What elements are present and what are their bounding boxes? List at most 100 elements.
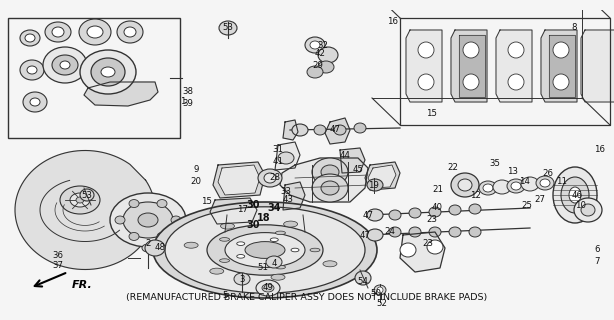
Ellipse shape	[581, 204, 595, 216]
Ellipse shape	[312, 174, 348, 202]
Ellipse shape	[569, 187, 581, 203]
Ellipse shape	[220, 223, 235, 229]
Ellipse shape	[60, 186, 100, 214]
Ellipse shape	[458, 179, 472, 191]
Ellipse shape	[553, 42, 569, 58]
Ellipse shape	[276, 231, 286, 235]
Ellipse shape	[479, 181, 497, 195]
Polygon shape	[283, 120, 298, 140]
Ellipse shape	[220, 259, 230, 262]
Ellipse shape	[20, 30, 40, 46]
Ellipse shape	[321, 181, 339, 195]
Ellipse shape	[87, 26, 103, 38]
Text: 24: 24	[384, 228, 395, 236]
Ellipse shape	[207, 225, 323, 275]
Ellipse shape	[429, 227, 441, 237]
Text: 44: 44	[340, 150, 351, 159]
Ellipse shape	[165, 207, 365, 293]
Ellipse shape	[310, 248, 320, 252]
Ellipse shape	[129, 200, 139, 208]
Ellipse shape	[389, 210, 401, 220]
Text: 11: 11	[556, 178, 567, 187]
Ellipse shape	[553, 74, 569, 90]
Text: 2: 2	[146, 238, 151, 247]
Ellipse shape	[262, 284, 274, 292]
Ellipse shape	[449, 227, 461, 237]
Polygon shape	[213, 162, 265, 198]
Ellipse shape	[367, 229, 383, 241]
Ellipse shape	[400, 243, 416, 257]
Text: FR.: FR.	[72, 280, 93, 290]
Ellipse shape	[367, 179, 383, 191]
Polygon shape	[541, 30, 577, 102]
Text: 21: 21	[432, 186, 443, 195]
Ellipse shape	[493, 180, 511, 194]
Ellipse shape	[318, 47, 338, 63]
Ellipse shape	[43, 47, 87, 83]
Polygon shape	[340, 148, 365, 173]
Text: 47: 47	[362, 211, 373, 220]
Ellipse shape	[469, 204, 481, 214]
Ellipse shape	[355, 271, 371, 285]
Ellipse shape	[117, 21, 143, 43]
Text: 32: 32	[317, 41, 328, 50]
Ellipse shape	[511, 182, 521, 190]
Polygon shape	[210, 198, 257, 224]
Polygon shape	[84, 82, 158, 106]
Ellipse shape	[25, 34, 35, 42]
Text: 7: 7	[594, 258, 600, 267]
Ellipse shape	[508, 42, 524, 58]
Text: 39: 39	[182, 99, 193, 108]
Text: 6: 6	[594, 245, 600, 254]
Polygon shape	[280, 158, 368, 202]
Ellipse shape	[210, 268, 223, 274]
Text: 25: 25	[521, 201, 532, 210]
Ellipse shape	[171, 216, 181, 224]
Text: 50: 50	[370, 289, 381, 298]
Ellipse shape	[354, 123, 366, 133]
Ellipse shape	[469, 227, 481, 237]
Bar	[8, 18, 180, 138]
Ellipse shape	[234, 273, 250, 285]
Ellipse shape	[409, 208, 421, 218]
Text: 42: 42	[314, 49, 325, 58]
Text: 12: 12	[470, 190, 481, 199]
Ellipse shape	[284, 221, 298, 227]
Text: 28: 28	[270, 172, 281, 181]
Text: 49: 49	[263, 284, 273, 292]
Ellipse shape	[258, 169, 282, 187]
Ellipse shape	[20, 60, 44, 80]
Text: 10: 10	[575, 201, 586, 210]
Text: 29: 29	[313, 60, 324, 69]
Ellipse shape	[138, 213, 158, 227]
Ellipse shape	[52, 27, 64, 37]
Ellipse shape	[60, 61, 70, 69]
Text: 18: 18	[257, 213, 271, 223]
Ellipse shape	[561, 177, 589, 213]
Ellipse shape	[463, 74, 479, 90]
Ellipse shape	[80, 50, 136, 94]
Text: 15: 15	[427, 108, 438, 117]
Ellipse shape	[220, 238, 230, 241]
Text: 45: 45	[352, 165, 363, 174]
Ellipse shape	[45, 22, 71, 42]
Ellipse shape	[318, 61, 334, 73]
Ellipse shape	[30, 98, 40, 106]
Text: 54: 54	[357, 277, 368, 286]
Polygon shape	[496, 30, 532, 102]
Ellipse shape	[101, 67, 115, 77]
Ellipse shape	[451, 173, 479, 197]
Text: 48: 48	[155, 244, 166, 252]
Text: 3: 3	[239, 276, 245, 284]
Text: 30: 30	[246, 200, 260, 210]
Ellipse shape	[278, 152, 294, 164]
Ellipse shape	[334, 125, 346, 135]
Text: 13: 13	[508, 167, 518, 177]
Ellipse shape	[321, 165, 339, 179]
Polygon shape	[406, 30, 442, 102]
Ellipse shape	[76, 197, 84, 203]
Ellipse shape	[305, 37, 325, 53]
Ellipse shape	[291, 248, 299, 252]
Text: 8: 8	[571, 23, 577, 33]
Text: 47: 47	[360, 230, 370, 239]
